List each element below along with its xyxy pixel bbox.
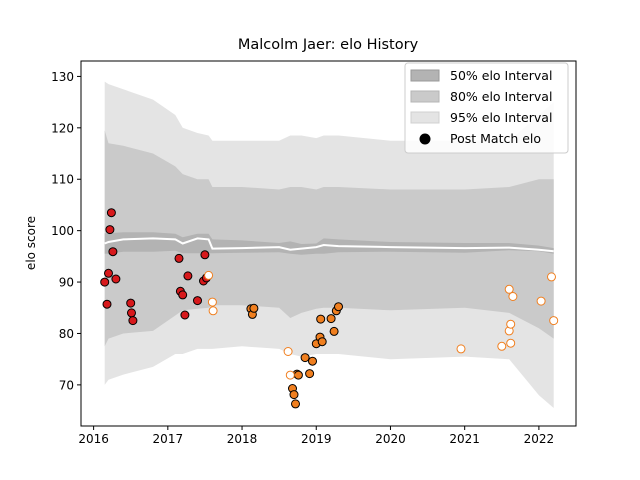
data-point-red-10 (174, 253, 184, 263)
data-point-hollow-3 (283, 347, 293, 356)
x-tick-label: 2021 (449, 432, 480, 446)
x-tick-label: 2018 (227, 432, 258, 446)
data-point-red-6 (111, 274, 121, 284)
data-point-orange-8 (300, 353, 310, 363)
data-point-hollow-7 (504, 284, 514, 294)
chart-title: Malcolm Jaer: elo History (238, 37, 419, 53)
legend-label-50: 50% elo Interval (450, 68, 552, 83)
data-point-red-7 (126, 298, 136, 308)
data-point-hollow-14 (549, 316, 559, 326)
legend-marker-post-match (419, 133, 431, 145)
y-tick-label: 90 (59, 276, 74, 290)
data-point-orange-5 (291, 399, 300, 409)
data-point-hollow-5 (456, 344, 466, 354)
y-tick-label: 80 (59, 327, 74, 341)
data-point-hollow-0 (204, 270, 214, 280)
legend-label-80: 80% elo Interval (450, 89, 552, 104)
data-point-orange-10 (308, 356, 317, 366)
data-point-hollow-9 (506, 319, 516, 329)
plot-area (100, 81, 559, 409)
data-point-hollow-11 (508, 292, 518, 301)
data-point-red-12 (178, 290, 188, 300)
data-point-red-17 (200, 250, 210, 260)
data-point-hollow-1 (207, 297, 217, 307)
data-point-red-8 (127, 308, 136, 318)
legend-swatch-50 (410, 69, 440, 82)
y-axis-label: elo score (24, 216, 38, 270)
data-point-hollow-4 (285, 370, 295, 380)
legend: 50% elo Interval 80% elo Interval 95% el… (404, 62, 569, 154)
data-point-red-9 (128, 316, 138, 326)
data-point-red-14 (183, 271, 193, 281)
x-tick-label: 2020 (375, 432, 406, 446)
y-tick-label: 110 (51, 173, 74, 187)
data-point-orange-4 (289, 390, 299, 400)
data-point-red-13 (180, 310, 190, 320)
data-point-orange-15 (326, 314, 336, 324)
legend-swatch-80 (410, 90, 440, 103)
data-point-hollow-13 (547, 272, 556, 282)
median-line (104, 237, 554, 253)
data-point-red-1 (102, 299, 112, 309)
x-tick-label: 2016 (78, 432, 109, 446)
y-tick-label: 70 (59, 378, 74, 392)
axes-frame (80, 60, 577, 427)
y-tick-label: 130 (51, 70, 74, 84)
plot-content (100, 81, 559, 409)
data-point-red-3 (105, 225, 115, 235)
data-point-orange-18 (334, 302, 343, 312)
data-point-hollow-10 (506, 338, 516, 348)
data-point-red-2 (104, 268, 113, 278)
y-tick-label: 100 (51, 224, 74, 238)
data-point-orange-7 (293, 370, 303, 380)
data-point-red-5 (108, 247, 118, 257)
x-tick-label: 2019 (301, 432, 332, 446)
data-point-red-0 (100, 277, 110, 287)
band-80-interval (104, 130, 554, 347)
legend-swatch-95 (410, 111, 440, 124)
legend-label-post-match: Post Match elo (450, 131, 541, 146)
data-point-hollow-2 (208, 306, 218, 316)
data-point-red-4 (106, 208, 116, 218)
legend-label-95: 95% elo Interval (450, 110, 552, 125)
data-point-hollow-12 (536, 296, 546, 306)
data-point-orange-2 (249, 303, 259, 313)
data-point-hollow-6 (497, 341, 507, 351)
x-tick-label: 2017 (153, 432, 184, 446)
axes: 2016 2017 2018 2019 2020 2021 2022 70 80 90 100 110… (51, 60, 577, 446)
x-tick-label: 2022 (524, 432, 555, 446)
data-point-orange-9 (305, 369, 315, 379)
legend-frame (404, 62, 569, 154)
y-tick-label: 120 (51, 121, 74, 135)
data-point-orange-13 (316, 314, 326, 324)
data-point-orange-16 (329, 326, 339, 336)
data-point-red-15 (193, 296, 202, 306)
data-point-orange-14 (317, 337, 327, 347)
